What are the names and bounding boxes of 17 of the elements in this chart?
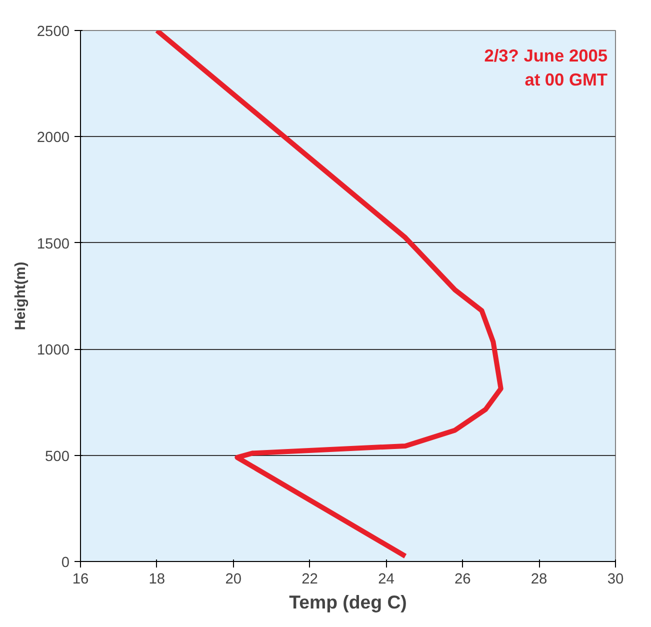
y-tick-label: 0 xyxy=(61,555,70,571)
x-tick-label: 30 xyxy=(607,572,624,588)
x-tick-label: 16 xyxy=(72,572,89,588)
x-tick-label: 28 xyxy=(530,572,548,588)
x-tick-label: 22 xyxy=(302,572,318,588)
x-tick-label: 26 xyxy=(454,572,471,588)
y-tick-label: 500 xyxy=(45,448,70,465)
y-tick-label: 1500 xyxy=(36,236,70,252)
y-tick-label: 1000 xyxy=(36,342,70,359)
y-axis-title: Height(m) xyxy=(12,262,29,330)
x-tick-label: 24 xyxy=(378,572,394,588)
y-tick-label: 2500 xyxy=(36,24,70,40)
annotation: 2/3? June 2005 at 00 GMT xyxy=(484,46,608,90)
y-tick-label: 2000 xyxy=(36,130,70,146)
x-tick-label: 18 xyxy=(148,572,166,588)
x-tick-label: 20 xyxy=(225,572,242,588)
x-axis-title: Temp (deg C) xyxy=(289,592,407,612)
